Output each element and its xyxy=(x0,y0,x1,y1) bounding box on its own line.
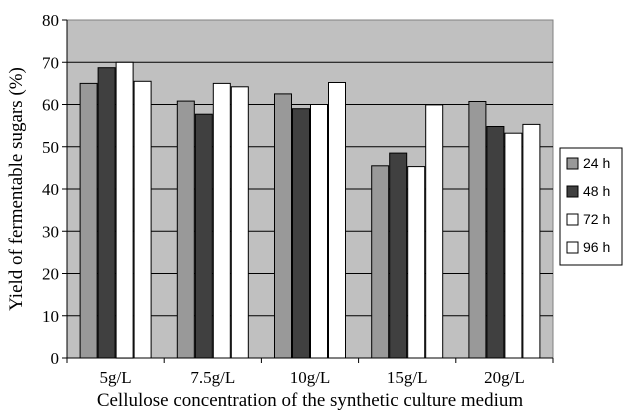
x-tick-label: 20g/L xyxy=(484,368,525,387)
x-tick-label: 10g/L xyxy=(290,368,331,387)
y-tick-label: 70 xyxy=(42,53,59,72)
legend-label: 48 h xyxy=(583,183,610,199)
bars xyxy=(79,61,541,359)
bar xyxy=(371,165,390,359)
bar xyxy=(194,113,213,359)
x-tick-labels: 5g/L 7.5g/L 10g/L 15g/L 20g/L xyxy=(66,358,554,387)
bar xyxy=(486,126,505,359)
legend-swatch xyxy=(566,213,579,226)
x-tick-label: 15g/L xyxy=(387,368,428,387)
legend-swatch xyxy=(566,185,579,198)
y-tick-label: 10 xyxy=(42,307,59,326)
legend-swatch xyxy=(566,241,579,254)
bar xyxy=(328,82,346,359)
bar xyxy=(97,67,116,359)
y-tick-label: 80 xyxy=(42,11,59,30)
x-axis-title: Cellulose concentration of the synthetic… xyxy=(97,390,524,411)
bar xyxy=(212,82,231,359)
x-tick-label: 7.5g/L xyxy=(190,368,235,387)
legend: 24 h 48 h 72 h 96 h xyxy=(559,147,623,266)
bar xyxy=(310,104,328,359)
bar xyxy=(504,132,523,359)
bar xyxy=(522,123,541,359)
bar xyxy=(425,104,444,359)
y-tick-label: 0 xyxy=(51,349,60,368)
y-tick-label: 40 xyxy=(42,180,59,199)
bar xyxy=(115,61,134,359)
legend-swatch xyxy=(566,157,579,170)
bar xyxy=(79,82,98,359)
legend-label: 24 h xyxy=(583,155,610,171)
bar xyxy=(230,86,249,359)
y-tick-label: 30 xyxy=(42,222,59,241)
x-tick-label: 5g/L xyxy=(100,368,132,387)
y-axis-title: Yield of fermentable sugars (%) xyxy=(6,67,27,311)
y-tick-labels: 0 10 20 30 40 50 60 70 80 xyxy=(42,11,67,368)
bar xyxy=(133,80,152,359)
bar xyxy=(292,108,310,359)
y-tick-label: 60 xyxy=(42,96,59,115)
bar xyxy=(407,166,426,359)
bar xyxy=(274,93,292,359)
bar xyxy=(468,101,487,359)
y-tick-label: 50 xyxy=(42,138,59,157)
legend-label: 96 h xyxy=(583,239,610,255)
y-tick-label: 20 xyxy=(42,265,59,284)
bar xyxy=(389,152,408,359)
legend-label: 72 h xyxy=(583,211,610,227)
bar xyxy=(176,100,195,359)
